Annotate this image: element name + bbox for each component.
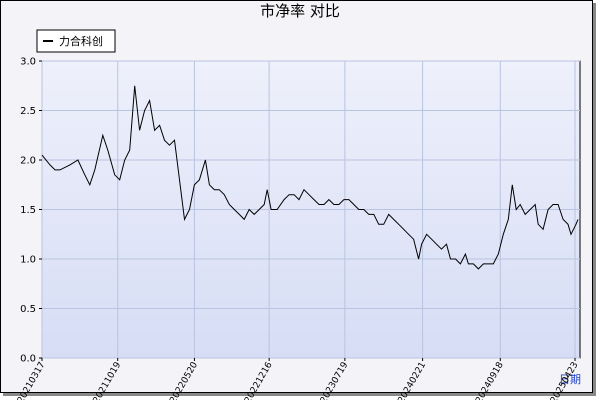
legend-label: 力合科创 bbox=[59, 34, 103, 48]
legend: 力合科创 bbox=[36, 29, 116, 53]
y-tick-label: 1.0 bbox=[20, 255, 36, 266]
y-tick-label: 0.5 bbox=[20, 304, 36, 315]
y-tick-label: 0.0 bbox=[20, 354, 36, 365]
chart-title: 市净率 对比 bbox=[260, 2, 340, 20]
legend-box bbox=[36, 29, 116, 53]
y-tick-label: 2.5 bbox=[20, 106, 36, 117]
y-tick-label: 2.0 bbox=[20, 156, 36, 167]
y-tick-label: 3.0 bbox=[20, 57, 36, 68]
data-line bbox=[41, 85, 579, 270]
y-tick-label: 1.5 bbox=[20, 205, 36, 216]
x-axis-label: 日期 bbox=[559, 373, 581, 386]
